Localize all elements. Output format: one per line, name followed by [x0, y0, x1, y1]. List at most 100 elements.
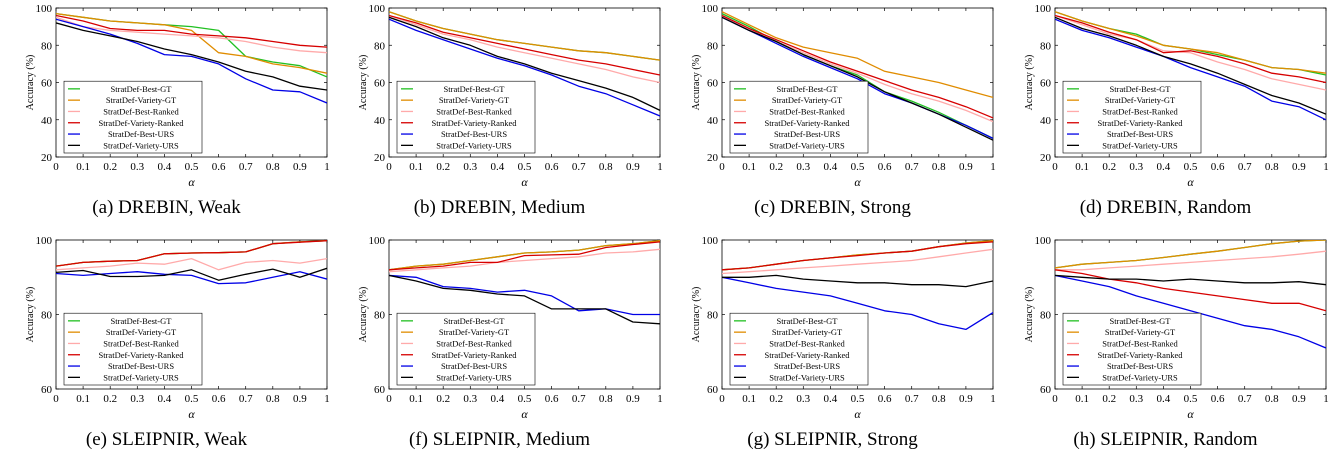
legend-box [729, 80, 869, 154]
x-axis-label: α [854, 407, 861, 421]
legend-label: StratDef-Variety-URS [103, 140, 179, 150]
y-tick-label: 100 [36, 3, 53, 15]
x-tick-label: 0.9 [959, 161, 973, 173]
legend-label: StratDef-Variety-URS [436, 372, 512, 382]
x-tick-label: 0.2 [103, 161, 117, 173]
x-tick-label: 0.2 [103, 393, 117, 405]
legend-box [396, 312, 536, 386]
x-tick-label: 0.3 [1129, 393, 1143, 405]
legend-box [396, 80, 536, 154]
series-line [722, 16, 993, 141]
x-tick-label: 0.8 [1265, 161, 1279, 173]
legend-label: StratDef-Best-Ranked [103, 338, 179, 348]
series-line [722, 241, 993, 271]
y-tick-label: 20 [374, 152, 386, 164]
line-chart: 0 0.1 0.2 0.3 0.4 0.5 0.6 0.7 0.8 0.9 1 20 40 60 80 100… [358, 3, 663, 189]
x-axis-label: α [854, 175, 861, 189]
y-tick-label: 100 [369, 3, 386, 15]
legend-label: StratDef-Best-GT [1110, 84, 1172, 94]
legend-label: StratDef-Variety-GT [439, 327, 510, 337]
x-tick-label: 0.4 [824, 393, 838, 405]
legend-box [729, 312, 869, 386]
y-tick-label: 20 [41, 152, 53, 164]
series-line [389, 16, 660, 111]
legend-label: StratDef-Best-Ranked [1102, 106, 1178, 116]
y-axis-label: Accuracy (%) [25, 55, 36, 111]
series-line [56, 16, 327, 54]
x-tick-label: 0.3 [1129, 161, 1143, 173]
x-tick-label: 0.6 [878, 393, 892, 405]
legend-label: StratDef-Variety-URS [103, 372, 179, 382]
series-line [389, 274, 660, 316]
series-line [722, 248, 993, 275]
chart-panel: 0 0.1 0.2 0.3 0.4 0.5 0.6 0.7 0.8 0.9 1 60 80 100 α Acc… [999, 232, 1332, 464]
x-tick-label: 0 [1052, 161, 1058, 173]
legend-label: StratDef-Variety-Ranked [99, 118, 185, 128]
x-tick-label: 0.9 [1292, 393, 1306, 405]
y-axis-label: Accuracy (%) [358, 287, 369, 343]
chart-panel: 0 0.1 0.2 0.3 0.4 0.5 0.6 0.7 0.8 0.9 1 20 40 60 80 100… [333, 0, 666, 232]
x-tick-label: 0.3 [796, 161, 810, 173]
series-line [56, 14, 327, 48]
legend-label: StratDef-Variety-Ranked [765, 118, 851, 128]
legend-label: StratDef-Variety-GT [772, 327, 843, 337]
x-tick-label: 0.9 [626, 161, 640, 173]
x-tick-label: 1 [657, 161, 663, 173]
x-tick-label: 0.7 [572, 393, 586, 405]
chart-panel: 0 0.1 0.2 0.3 0.4 0.5 0.6 0.7 0.8 0.9 1 60 80 100 α Acc… [0, 232, 333, 464]
x-tick-label: 0.2 [769, 393, 783, 405]
x-tick-label: 0.5 [851, 161, 865, 173]
x-tick-label: 0.6 [212, 393, 226, 405]
series-line [389, 14, 660, 76]
x-tick-label: 0.5 [518, 393, 532, 405]
x-tick-label: 0.7 [905, 161, 919, 173]
x-tick-label: 0.4 [491, 393, 505, 405]
y-tick-label: 100 [702, 235, 719, 247]
y-tick-label: 80 [1040, 40, 1052, 52]
legend-label: StratDef-Best-Ranked [103, 106, 179, 116]
legend-label: StratDef-Best-Ranked [1102, 338, 1178, 348]
legend-label: StratDef-Variety-Ranked [432, 118, 518, 128]
x-tick-label: 0 [1052, 393, 1058, 405]
x-tick-label: 0.7 [239, 393, 253, 405]
x-tick-label: 0.2 [436, 161, 450, 173]
legend-label: StratDef-Variety-URS [1102, 372, 1178, 382]
x-tick-label: 0.9 [626, 393, 640, 405]
y-tick-label: 60 [1040, 78, 1052, 90]
y-tick-label: 60 [374, 78, 386, 90]
y-tick-label: 80 [41, 310, 53, 322]
series-line [1055, 18, 1326, 121]
x-tick-label: 0.5 [185, 161, 199, 173]
x-tick-label: 0.1 [409, 393, 423, 405]
legend-label: StratDef-Best-GT [444, 84, 506, 94]
series-line [1055, 274, 1326, 286]
legend-label: StratDef-Best-URS [1107, 129, 1173, 139]
x-tick-label: 0.9 [293, 393, 307, 405]
legend-box [63, 312, 203, 386]
legend-label: StratDef-Best-Ranked [769, 106, 845, 116]
chart-panel: 0 0.1 0.2 0.3 0.4 0.5 0.6 0.7 0.8 0.9 1 20 40 60 80 100… [999, 0, 1332, 232]
legend-label: StratDef-Variety-GT [106, 95, 177, 105]
x-tick-label: 0.6 [878, 161, 892, 173]
chart-panel: 0 0.1 0.2 0.3 0.4 0.5 0.6 0.7 0.8 0.9 1 20 40 60 80 100… [0, 0, 333, 232]
series-line [56, 22, 327, 91]
legend-label: StratDef-Variety-GT [772, 95, 843, 105]
y-tick-label: 60 [41, 384, 53, 396]
x-tick-label: 1 [657, 393, 663, 405]
y-tick-label: 80 [707, 40, 719, 52]
legend-label: StratDef-Variety-Ranked [1098, 118, 1184, 128]
series-line [1055, 14, 1326, 84]
y-tick-label: 60 [707, 78, 719, 90]
series-line [56, 12, 327, 74]
y-tick-label: 80 [374, 310, 386, 322]
legend-label: StratDef-Best-URS [441, 129, 507, 139]
series-line [1055, 269, 1326, 312]
legend-label: StratDef-Best-GT [777, 316, 839, 326]
series-line [56, 267, 327, 281]
legend-box [1062, 80, 1202, 154]
legend-label: StratDef-Best-GT [777, 84, 839, 94]
series-line [1055, 250, 1326, 271]
x-tick-label: 1 [324, 393, 330, 405]
chart-panel: 0 0.1 0.2 0.3 0.4 0.5 0.6 0.7 0.8 0.9 1 20 40 60 80 100… [666, 0, 999, 232]
x-tick-label: 0.5 [1184, 393, 1198, 405]
